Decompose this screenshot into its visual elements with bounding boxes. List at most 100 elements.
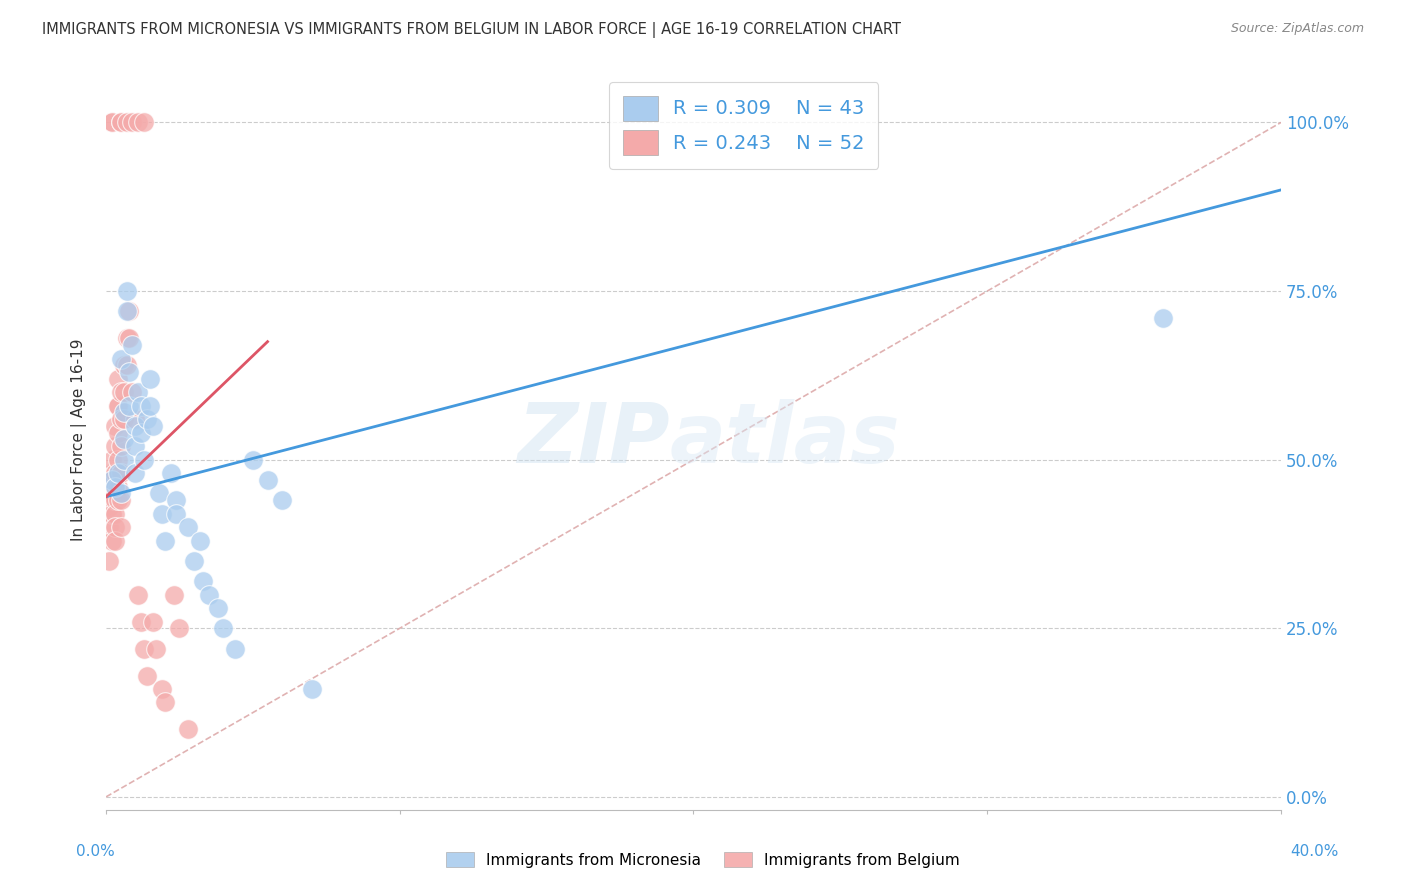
Point xyxy=(127,588,149,602)
Point xyxy=(110,486,132,500)
Point xyxy=(110,385,132,400)
Text: 0.0%: 0.0% xyxy=(76,845,115,859)
Point xyxy=(107,452,129,467)
Point xyxy=(112,452,135,467)
Point xyxy=(136,668,159,682)
Point xyxy=(134,452,156,467)
Point xyxy=(242,452,264,467)
Point xyxy=(115,331,138,345)
Point xyxy=(166,493,188,508)
Point xyxy=(110,115,132,129)
Point xyxy=(198,588,221,602)
Point xyxy=(150,507,173,521)
Text: Source: ZipAtlas.com: Source: ZipAtlas.com xyxy=(1230,22,1364,36)
Point xyxy=(145,641,167,656)
Point xyxy=(177,520,200,534)
Point xyxy=(134,115,156,129)
Point xyxy=(101,115,124,129)
Point xyxy=(101,452,124,467)
Point xyxy=(101,473,124,487)
Point xyxy=(121,115,143,129)
Point xyxy=(150,681,173,696)
Text: 40.0%: 40.0% xyxy=(1291,845,1339,859)
Point xyxy=(134,641,156,656)
Point xyxy=(101,493,124,508)
Point xyxy=(107,466,129,480)
Point xyxy=(139,372,162,386)
Point xyxy=(104,533,127,548)
Point xyxy=(104,507,127,521)
Point xyxy=(124,439,146,453)
Point xyxy=(142,419,165,434)
Point xyxy=(104,480,127,494)
Point xyxy=(207,601,229,615)
Point xyxy=(118,365,141,379)
Point xyxy=(118,331,141,345)
Point xyxy=(166,507,188,521)
Point xyxy=(112,385,135,400)
Point xyxy=(104,419,127,434)
Point xyxy=(110,466,132,480)
Point xyxy=(124,466,146,480)
Point xyxy=(183,554,205,568)
Point xyxy=(153,696,176,710)
Point xyxy=(162,588,184,602)
Point xyxy=(301,681,323,696)
Point xyxy=(107,493,129,508)
Point xyxy=(101,466,124,480)
Point xyxy=(139,399,162,413)
Text: ZIP: ZIP xyxy=(517,399,671,480)
Point xyxy=(271,493,294,508)
Point xyxy=(107,372,129,386)
Point xyxy=(101,480,124,494)
Point xyxy=(127,385,149,400)
Point xyxy=(169,621,191,635)
Point xyxy=(129,399,152,413)
Legend: R = 0.309    N = 43, R = 0.243    N = 52: R = 0.309 N = 43, R = 0.243 N = 52 xyxy=(609,82,879,169)
Point xyxy=(112,433,135,447)
Point xyxy=(129,425,152,440)
Point xyxy=(97,473,120,487)
Point xyxy=(97,486,120,500)
Point xyxy=(1152,311,1174,326)
Point xyxy=(115,358,138,372)
Point xyxy=(101,533,124,548)
Point xyxy=(104,493,127,508)
Point xyxy=(153,533,176,548)
Point xyxy=(212,621,235,635)
Point xyxy=(127,115,149,129)
Point xyxy=(110,412,132,426)
Point xyxy=(97,500,120,514)
Point xyxy=(107,425,129,440)
Point xyxy=(124,419,146,434)
Point xyxy=(101,507,124,521)
Point xyxy=(191,574,214,588)
Point xyxy=(188,533,211,548)
Point xyxy=(101,115,124,129)
Point xyxy=(115,304,138,318)
Point xyxy=(97,520,120,534)
Point xyxy=(129,615,152,629)
Point xyxy=(107,480,129,494)
Point xyxy=(115,284,138,298)
Text: IMMIGRANTS FROM MICRONESIA VS IMMIGRANTS FROM BELGIUM IN LABOR FORCE | AGE 16-19: IMMIGRANTS FROM MICRONESIA VS IMMIGRANTS… xyxy=(42,22,901,38)
Point xyxy=(110,351,132,366)
Point xyxy=(104,439,127,453)
Point xyxy=(112,405,135,419)
Point xyxy=(115,115,138,129)
Point xyxy=(177,723,200,737)
Point xyxy=(107,399,129,413)
Point xyxy=(142,615,165,629)
Point xyxy=(112,358,135,372)
Point xyxy=(110,520,132,534)
Point xyxy=(97,554,120,568)
Legend: Immigrants from Micronesia, Immigrants from Belgium: Immigrants from Micronesia, Immigrants f… xyxy=(439,844,967,875)
Point xyxy=(159,466,181,480)
Point xyxy=(104,480,127,494)
Point xyxy=(256,473,278,487)
Point xyxy=(224,641,246,656)
Point xyxy=(118,304,141,318)
Text: atlas: atlas xyxy=(671,399,901,480)
Y-axis label: In Labor Force | Age 16-19: In Labor Force | Age 16-19 xyxy=(72,338,87,541)
Point xyxy=(110,493,132,508)
